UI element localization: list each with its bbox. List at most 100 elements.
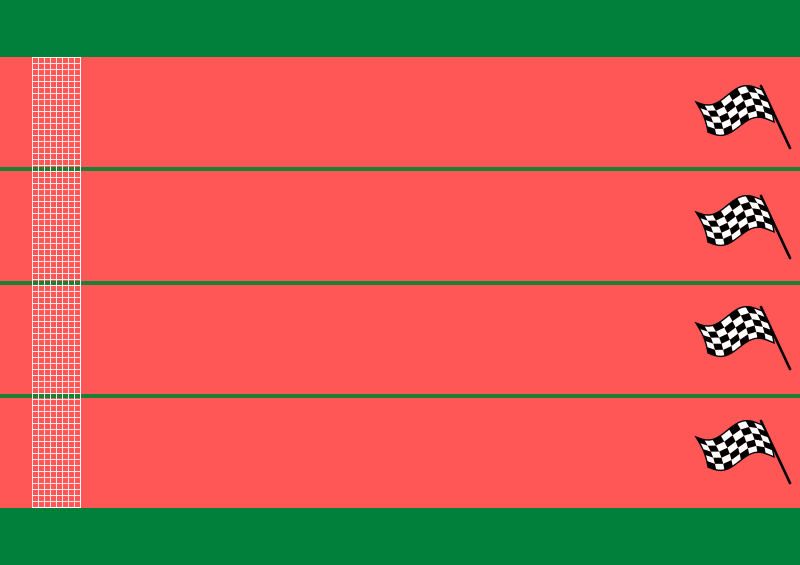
flag-check	[716, 106, 728, 117]
grass-top	[0, 0, 800, 57]
flag-check	[743, 98, 755, 108]
flag-check	[731, 339, 741, 353]
flag-check	[704, 439, 717, 446]
flag-check	[712, 435, 725, 446]
checkered-flag-icon[interactable]	[694, 419, 792, 485]
flag-check	[760, 99, 772, 110]
flag-check	[704, 325, 717, 332]
flag-check	[764, 333, 774, 343]
lane-1[interactable]	[0, 57, 800, 167]
flag-check	[739, 334, 750, 347]
flag-check	[727, 106, 739, 119]
flag-check	[738, 328, 749, 340]
flag-check	[738, 107, 749, 119]
lane-4[interactable]	[0, 398, 800, 508]
flag-check	[738, 217, 749, 229]
flag-check	[724, 210, 736, 223]
flag-check	[704, 104, 717, 111]
flag-check	[705, 230, 716, 239]
flag-check	[729, 88, 741, 101]
race-track	[0, 57, 800, 508]
flag-check	[749, 91, 761, 100]
flag-check	[739, 448, 750, 461]
flag-check	[724, 100, 736, 113]
flag-check	[757, 428, 769, 438]
flag-check	[715, 238, 725, 245]
flag-check	[753, 421, 766, 432]
flag-check	[762, 326, 773, 337]
lane-2[interactable]	[0, 171, 800, 281]
flag-check	[696, 437, 708, 446]
flag-check	[713, 122, 724, 129]
flag-check	[712, 210, 725, 221]
flag-check	[707, 110, 720, 117]
flag-check	[735, 435, 747, 448]
flag-check	[710, 451, 722, 458]
flag-check	[699, 329, 711, 338]
flag-check	[713, 232, 724, 239]
flag-check	[721, 453, 732, 464]
flag-check	[723, 346, 733, 356]
flag-check	[705, 455, 716, 464]
flag-check	[753, 307, 766, 318]
flag-check	[720, 315, 733, 328]
flag-check	[745, 195, 758, 204]
flag-outline	[694, 194, 775, 247]
flag-check	[702, 335, 714, 344]
flag-check	[723, 125, 733, 135]
flag-check	[760, 209, 772, 220]
checkered-flag-icon[interactable]	[694, 194, 792, 260]
flag-check	[745, 420, 758, 429]
flag-check	[754, 325, 765, 334]
flag-check	[760, 320, 772, 331]
flag-check	[757, 93, 769, 103]
flag-check	[749, 426, 761, 435]
flag-check	[729, 112, 740, 126]
flag-check	[702, 224, 714, 233]
flag-check	[745, 306, 758, 315]
flag-check	[737, 420, 750, 430]
flag-check	[729, 447, 740, 461]
flag-check	[764, 112, 774, 122]
flag-check	[746, 325, 757, 335]
flag-check	[740, 91, 753, 101]
flag-check	[764, 447, 774, 457]
flag-check	[732, 204, 744, 217]
start-line-grid	[32, 57, 81, 508]
flag-check	[715, 349, 725, 356]
flag-check	[749, 201, 761, 210]
flag-check	[724, 435, 736, 448]
flag-check	[739, 113, 750, 126]
flag-check	[729, 222, 740, 236]
flag-check	[753, 86, 766, 97]
flag-check	[746, 214, 757, 224]
flag-check	[729, 198, 741, 211]
flag-check	[752, 98, 763, 106]
flag-check	[762, 440, 773, 451]
flag-check	[723, 235, 733, 245]
flag-check	[740, 201, 753, 211]
checkered-flag-icon[interactable]	[694, 305, 792, 371]
flag-check	[743, 433, 755, 443]
flag-check	[699, 218, 711, 227]
flag-check	[719, 333, 730, 344]
flag-check	[712, 100, 725, 111]
flag-outline	[694, 419, 775, 472]
flag-check	[705, 341, 716, 350]
flag-check	[707, 331, 720, 338]
flag-check	[764, 222, 774, 232]
flag-check	[727, 441, 739, 454]
flag-check	[719, 222, 730, 233]
checkered-flag-icon[interactable]	[694, 84, 792, 150]
lane-divider	[0, 394, 800, 398]
flag-check	[740, 312, 753, 322]
flag-check	[737, 306, 750, 316]
flag-check	[719, 112, 730, 123]
flag-check	[710, 226, 722, 233]
flag-check	[754, 104, 765, 113]
flag-check	[696, 323, 708, 332]
flag-check	[706, 236, 717, 245]
lane-3[interactable]	[0, 285, 800, 394]
flag-check	[752, 208, 763, 216]
